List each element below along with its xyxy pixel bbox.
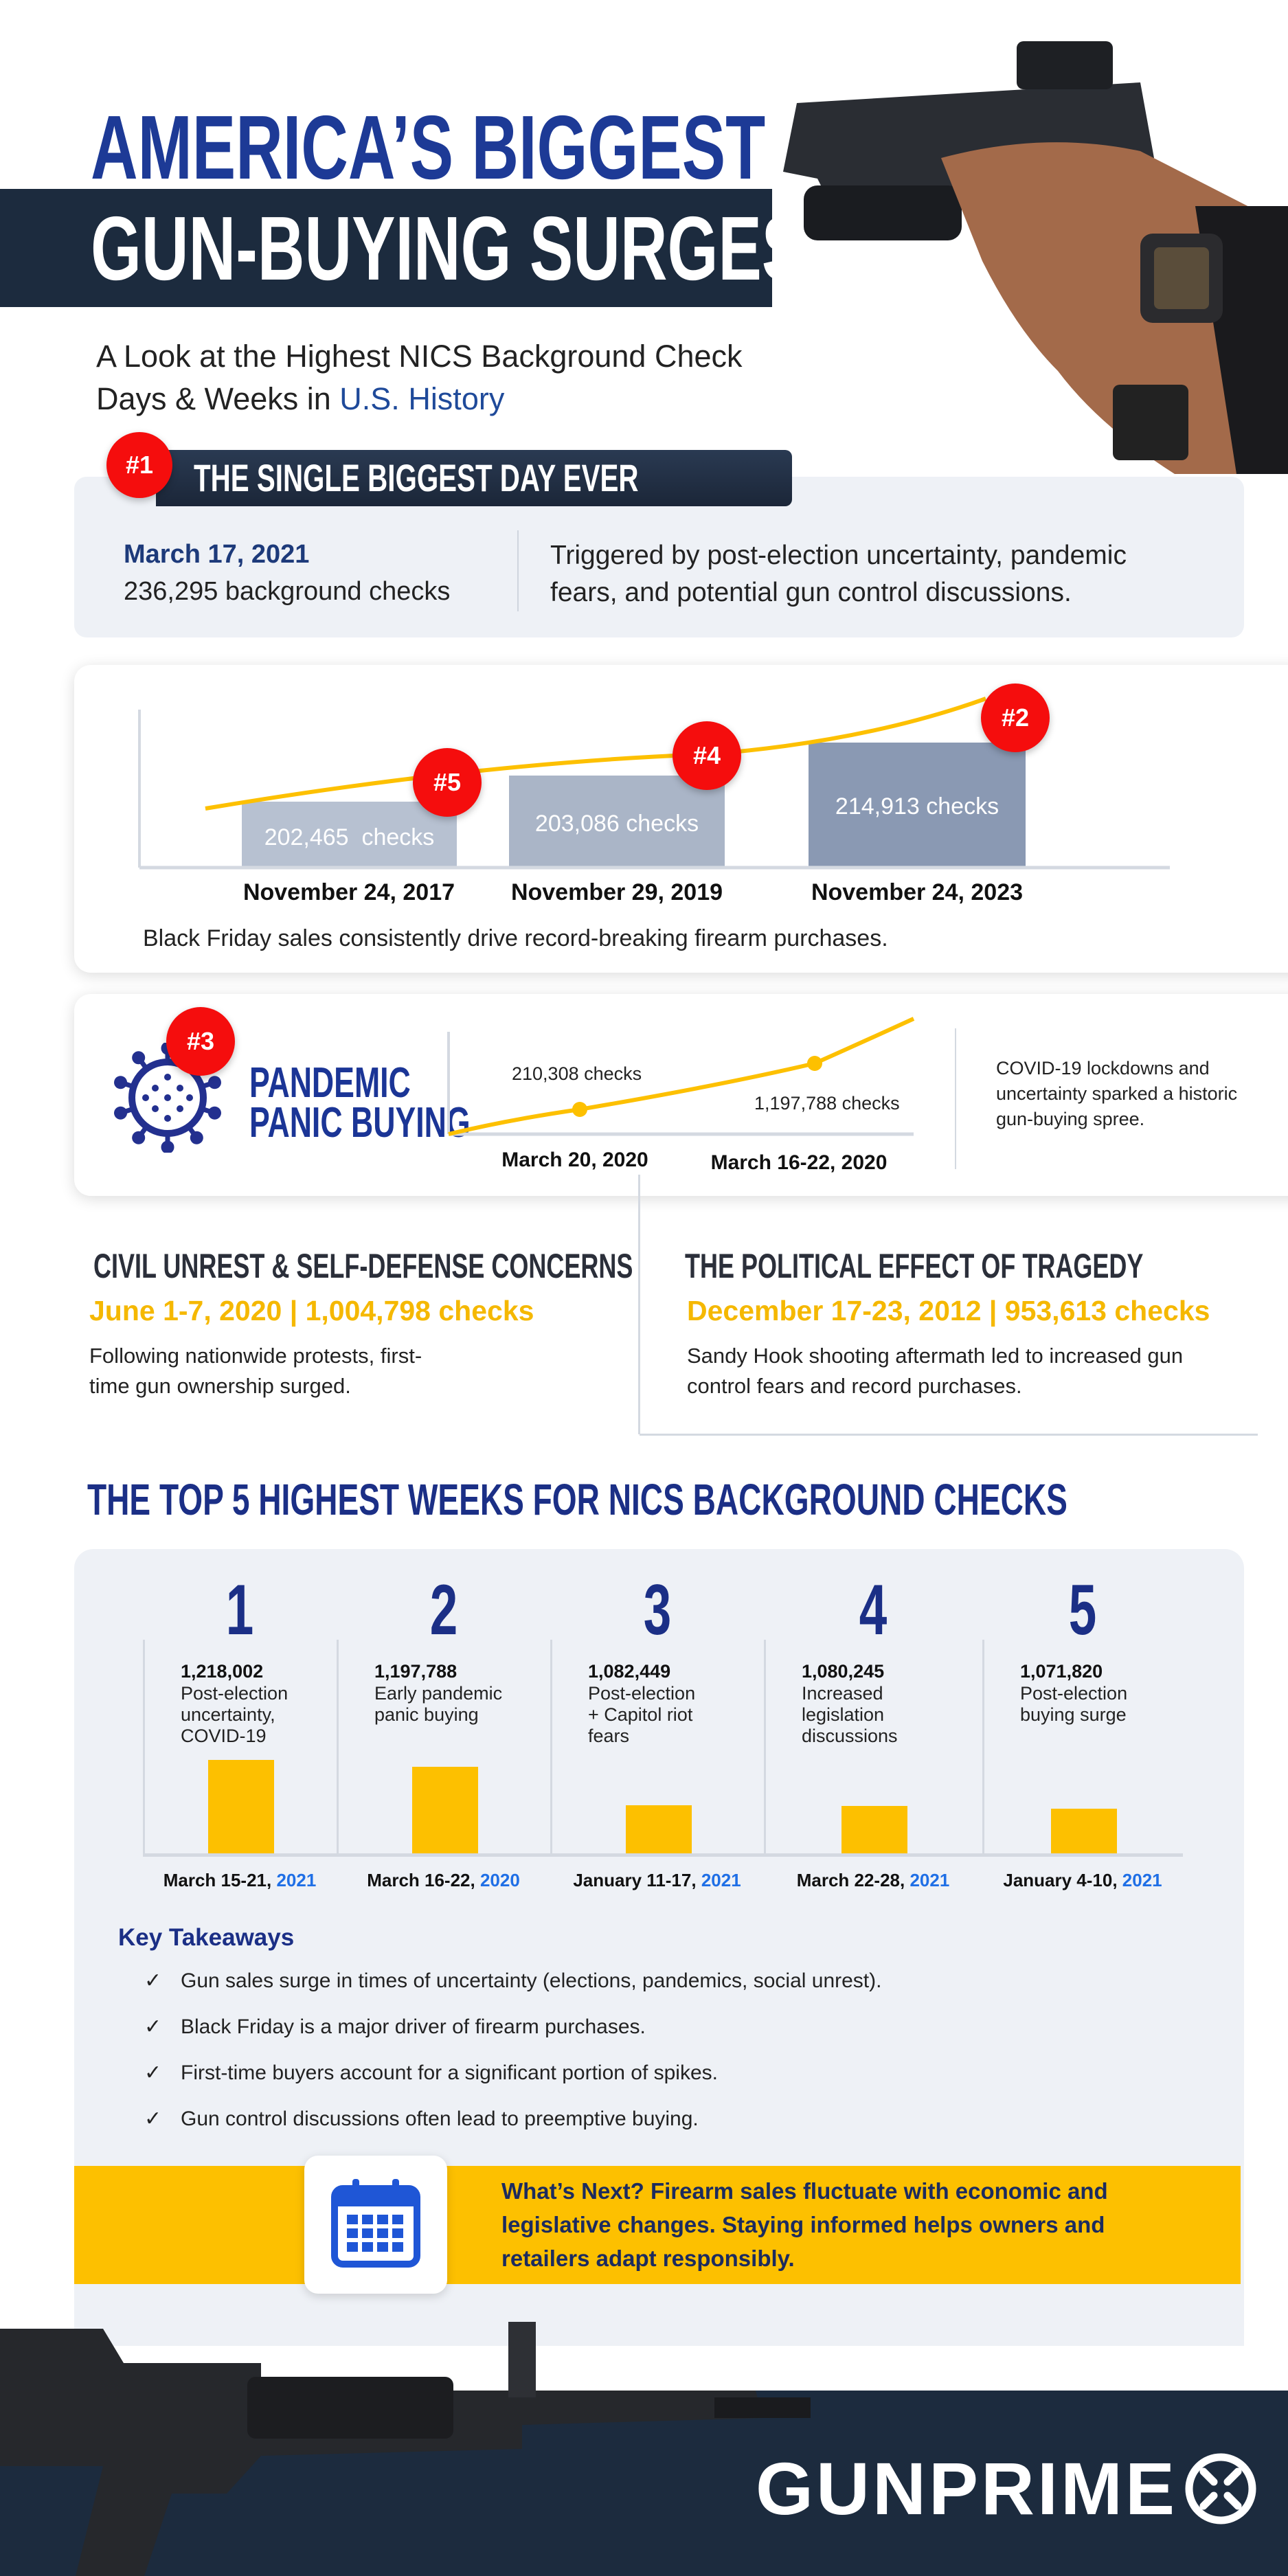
biggest-day-heading-bar [156, 450, 792, 506]
description-line: gun-buying spree. [996, 1109, 1145, 1129]
description-line: COVID-19 lockdowns and [996, 1058, 1210, 1078]
civil-unrest-heading: CIVIL UNREST & SELF-DEFENSE CONCERNS [93, 1247, 633, 1285]
body-line: Sandy Hook shooting aftermath led to inc… [687, 1344, 1184, 1368]
rank-badge-text: #2 [1001, 703, 1030, 732]
description-line: Triggered by post-election uncertainty, … [550, 541, 1127, 570]
point1-label: 210,308 checks [512, 1063, 642, 1084]
whats-next-line: retailers adapt responsibly. [501, 2246, 795, 2271]
takeaway-item: ✓ First-time buyers account for a signifi… [144, 2061, 718, 2085]
subtitle-highlight: U.S. History [339, 381, 505, 416]
divider [517, 530, 519, 611]
tragedy-heading: THE POLITICAL EFFECT OF TRAGEDY [685, 1247, 1144, 1285]
civil-unrest-stat: June 1-7, 2020 | 1,004,798 checks [89, 1295, 534, 1326]
takeaways-heading: Key Takeaways [118, 1924, 295, 1951]
check-icon: ✓ [144, 1969, 162, 1992]
pandemic-title-line2: PANIC BUYING [249, 1099, 471, 1146]
whats-next-text: What’s Next? Firearm sales fluctuate wit… [501, 2174, 1108, 2275]
whats-next-banner [74, 2166, 1241, 2284]
biggest-day-description: Triggered by post-election uncertainty, … [550, 537, 1127, 611]
whats-next-line: legislative changes. Staying informed he… [501, 2212, 1105, 2237]
bar-label-2023: 214,913 checks [835, 793, 999, 820]
body-line: Following nationwide protests, first- [89, 1344, 422, 1368]
tragedy-stat: December 17-23, 2012 | 953,613 checks [687, 1295, 1210, 1326]
bar-label-2017: 202,465 checks [264, 824, 435, 850]
rank-badge-text: #3 [186, 1027, 215, 1055]
takeaway-text: Black Friday is a major driver of firear… [181, 2015, 646, 2038]
vertical-divider [638, 1175, 640, 1434]
crosshair-icon [1185, 2453, 1256, 2524]
subtitle-line1: A Look at the Highest NICS Background Ch… [96, 339, 743, 374]
trend-line [448, 1017, 915, 1136]
date-2017: November 24, 2017 [242, 879, 455, 905]
date-2023: November 24, 2023 [811, 879, 1024, 905]
rank-badge-5: #5 [413, 748, 482, 817]
black-friday-chart [138, 697, 1170, 870]
trend-line [205, 697, 987, 811]
rank-badge-2: #2 [981, 683, 1050, 752]
point2-label: 1,197,788 checks [754, 1093, 900, 1114]
biggest-day-checks: 236,295 background checks [124, 577, 451, 606]
takeaway-item: ✓ Black Friday is a major driver of firea… [144, 2015, 646, 2039]
date-2019: November 29, 2019 [510, 879, 723, 905]
data-point-march-16-22 [807, 1056, 822, 1071]
pandemic-title-line1: PANDEMIC [249, 1059, 411, 1107]
rank-badge-1: #1 [106, 432, 172, 498]
bar-label-2019: 203,086 checks [534, 811, 699, 837]
point1-date: March 20, 2020 [501, 1149, 648, 1171]
black-friday-caption: Black Friday sales consistently drive re… [143, 925, 888, 951]
rank-badge-text: #5 [433, 768, 462, 796]
horizontal-divider [640, 1434, 1258, 1436]
civil-unrest-body: Following nationwide protests, first- ti… [89, 1341, 422, 1401]
biggest-day-date: March 17, 2021 [124, 540, 310, 569]
pandemic-card [74, 994, 1288, 1196]
pandemic-chart [447, 1017, 915, 1136]
rank-badge-text: #4 [692, 741, 721, 769]
calendar-icon-box [304, 2156, 447, 2294]
description-line: uncertainty sparked a historic [996, 1083, 1238, 1104]
takeaway-text: First-time buyers account for a signific… [181, 2061, 718, 2084]
body-line: time gun ownership surged. [89, 1374, 351, 1398]
pandemic-title: PANDEMIC PANIC BUYING [249, 1059, 556, 1146]
check-icon: ✓ [144, 2061, 162, 2084]
pistol-hand-image [783, 41, 1288, 474]
takeaway-item: ✓ Gun control discussions often lead to p… [144, 2107, 699, 2131]
bar-2023 [809, 743, 1026, 868]
bar-2019 [509, 776, 725, 868]
check-icon: ✓ [144, 2108, 162, 2130]
logo-text: GUNPRIME [756, 2447, 1178, 2530]
takeaway-item: ✓ Gun sales surge in times of uncertainty… [144, 1969, 881, 1993]
bar-2017 [242, 802, 457, 868]
rifle-image [0, 2322, 811, 2576]
pandemic-description: COVID-19 lockdowns and uncertainty spark… [996, 1056, 1237, 1132]
check-icon: ✓ [144, 2015, 162, 2038]
biggest-day-heading: THE SINGLE BIGGEST DAY EVER [194, 456, 639, 499]
tragedy-body: Sandy Hook shooting aftermath led to inc… [687, 1341, 1183, 1401]
virus-icon [113, 1043, 223, 1153]
subtitle: A Look at the Highest NICS Background Ch… [96, 335, 743, 420]
body-line: control fears and record purchases. [687, 1374, 1022, 1398]
calendar-icon [331, 2179, 420, 2268]
takeaway-text: Gun control discussions often lead to pr… [181, 2108, 699, 2130]
title-band [0, 189, 772, 307]
takeaway-text: Gun sales surge in times of uncertainty … [181, 1969, 882, 1992]
rank-badge-3: #3 [166, 1007, 235, 1076]
description-line: fears, and potential gun control discuss… [550, 578, 1072, 607]
point2-date: March 16-22, 2020 [710, 1151, 888, 1174]
subtitle-prefix: Days & Weeks in [96, 381, 340, 416]
rank-badge-4: #4 [673, 721, 741, 790]
whats-next-line: What’s Next? Firearm sales fluctuate wit… [501, 2178, 1108, 2204]
top5-heading: THE TOP 5 HIGHEST WEEKS FOR NICS BACKGRO… [87, 1475, 1067, 1524]
title-line1: AMERICA’S BIGGEST [91, 97, 766, 198]
rank-badge-text: #1 [125, 451, 154, 479]
divider [955, 1028, 956, 1169]
data-point-march-20 [572, 1102, 587, 1117]
gunprime-logo: GUNPRIME [756, 2445, 1258, 2531]
title-line2: GUN-BUYING SURGES [91, 198, 806, 299]
